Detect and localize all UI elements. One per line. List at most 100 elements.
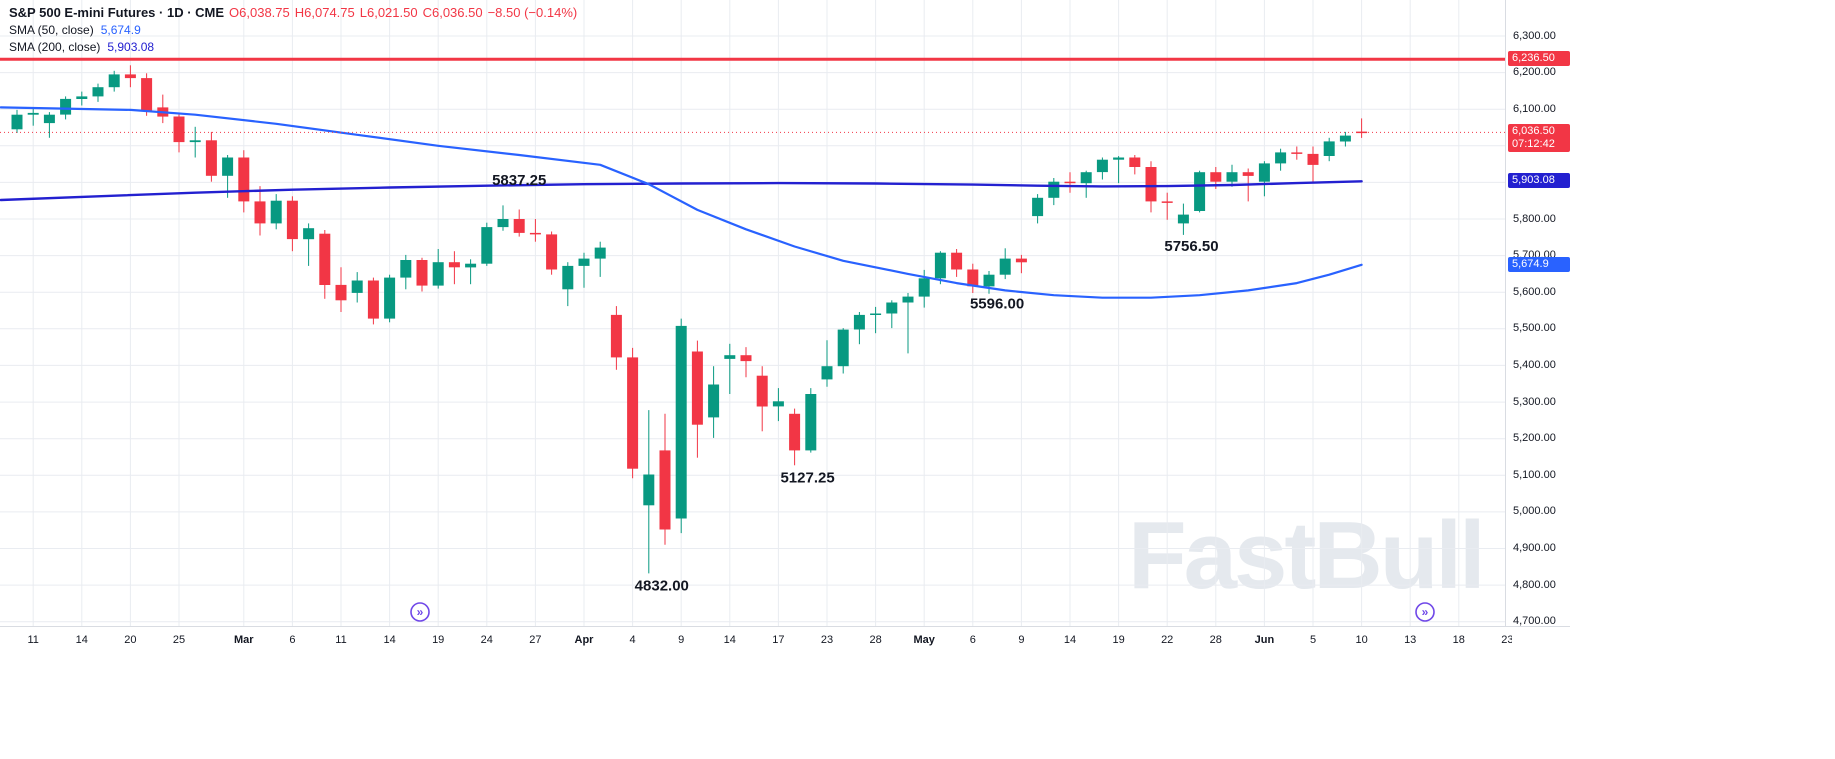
- candle: [967, 263, 979, 293]
- candle: [189, 126, 201, 158]
- x-axis-label: 5: [1309, 634, 1317, 646]
- candle: [934, 251, 946, 285]
- candle: [627, 347, 639, 479]
- candle: [448, 251, 460, 285]
- resistance-price-label[interactable]: 6,236.50: [1508, 51, 1570, 67]
- x-axis-label: 9: [678, 634, 685, 646]
- ohlc-low: L6,021.50: [359, 5, 418, 20]
- sma50-price-label[interactable]: 5,674.9: [1508, 256, 1570, 272]
- x-axis-label: 6: [969, 634, 976, 646]
- candle: [1032, 194, 1044, 224]
- candle: [562, 262, 574, 307]
- sma-200-line[interactable]: [0, 180, 1363, 202]
- candle: [1096, 157, 1108, 180]
- x-axis-label: 28: [869, 634, 882, 646]
- candle: [335, 267, 347, 312]
- candle: [983, 271, 995, 294]
- candle: [610, 306, 622, 370]
- y-axis-label: 5,800.00: [1513, 212, 1556, 225]
- x-axis-label: 24: [480, 634, 493, 646]
- sma200-legend-row[interactable]: SMA (200, close) 5,903.08: [9, 40, 577, 54]
- change-value: −8.50 (−0.14%): [487, 5, 578, 20]
- candle: [367, 277, 379, 325]
- candle: [546, 231, 558, 275]
- y-axis-label: 6,200.00: [1513, 66, 1556, 79]
- x-axis-label: 11: [27, 634, 39, 646]
- candle: [238, 150, 250, 213]
- y-axis-label: 4,900.00: [1513, 542, 1556, 554]
- candle: [497, 205, 509, 231]
- y-axis-label: 5,300.00: [1513, 395, 1556, 408]
- candle: [481, 222, 493, 266]
- sma50-legend-row[interactable]: SMA (50, close) 5,674.9: [9, 23, 577, 37]
- last-price-price-label[interactable]: 6,036.50 07:12:42: [1508, 124, 1570, 153]
- candle: [821, 340, 833, 387]
- jump-arrow-icon[interactable]: »: [410, 602, 430, 622]
- candle: [870, 306, 882, 334]
- time-axis[interactable]: 11 14 20 25 Mar 6 11 14 19 24 27 Apr 4 9 14 17 23 28 May 6 9…: [0, 626, 1570, 657]
- price-axis[interactable]: 6,300.006,200.006,100.006,000.005,900.00…: [1505, 0, 1571, 656]
- candle: [1129, 155, 1141, 175]
- x-axis-label: Mar: [234, 634, 254, 646]
- candle: [157, 94, 169, 124]
- x-axis-label: 27: [529, 634, 542, 646]
- candle: [173, 112, 185, 153]
- x-axis-label: 25: [172, 634, 186, 646]
- candle: [124, 65, 136, 88]
- candle: [675, 318, 687, 534]
- symbol-legend-row[interactable]: S&P 500 E-mini Futures · 1D · CME O6,038.…: [9, 5, 577, 20]
- sma200-label: SMA (200, close): [9, 40, 101, 54]
- candle: [400, 254, 412, 290]
- x-axis-label: 4: [629, 634, 636, 646]
- candle: [1226, 164, 1238, 187]
- ohlc-open: O6,038.75: [229, 5, 290, 20]
- chart-canvas[interactable]: FastBull 5837.25 4832.00 5127.25 5596.00 575…: [0, 0, 1505, 626]
- x-axis-label: 13: [1404, 634, 1417, 646]
- x-axis-label: 19: [432, 634, 445, 646]
- candle: [432, 249, 444, 289]
- candle: [1080, 170, 1092, 198]
- x-axis-label: May: [913, 634, 935, 646]
- sma50-value: 5,674.9: [100, 23, 141, 37]
- countdown-timer: 07:12:42: [1512, 138, 1555, 151]
- candle: [643, 410, 655, 574]
- candle: [384, 274, 396, 323]
- candle: [1177, 203, 1189, 235]
- y-axis-label: 5,500.00: [1513, 322, 1556, 335]
- x-axis-label: 22: [1161, 634, 1174, 646]
- candle: [11, 109, 23, 133]
- y-axis-label: 5,600.00: [1513, 285, 1556, 298]
- price-annotation: 5596.00: [970, 296, 1024, 313]
- y-axis-label: 5,200.00: [1513, 432, 1556, 445]
- x-axis-label: 18: [1452, 634, 1465, 646]
- sma-50-line[interactable]: [0, 106, 1363, 299]
- candle: [756, 366, 768, 432]
- candle: [708, 366, 720, 438]
- candle: [1161, 192, 1173, 220]
- candle: [1307, 146, 1319, 182]
- ohlc-high: H6,074.75: [294, 5, 355, 20]
- candle: [465, 259, 477, 285]
- x-axis-label: 23: [1501, 634, 1512, 646]
- jump-arrow-icon[interactable]: »: [1415, 602, 1435, 622]
- candle: [853, 312, 865, 345]
- price-annotation: 4832.00: [635, 578, 689, 595]
- candle: [1356, 118, 1368, 138]
- candle: [1064, 172, 1076, 193]
- candle: [789, 408, 801, 466]
- y-axis-label: 4,800.00: [1513, 578, 1556, 591]
- candle: [902, 293, 914, 354]
- x-axis-label: Jun: [1254, 634, 1275, 646]
- y-axis-label: 5,100.00: [1513, 468, 1556, 481]
- plot-svg[interactable]: 5837.25 4832.00 5127.25 5596.00 5756.50 » »: [0, 0, 1505, 626]
- ohlc-close: C6,036.50: [422, 5, 483, 20]
- x-axis-label: 9: [1018, 634, 1025, 646]
- symbol-title: S&P 500 E-mini Futures · 1D · CME: [9, 5, 225, 20]
- x-axis-label: 14: [383, 634, 396, 646]
- sma200-price-label[interactable]: 5,903.08: [1508, 173, 1570, 189]
- y-axis-label: 6,300.00: [1513, 29, 1556, 42]
- candle: [108, 70, 120, 92]
- x-axis-label: Apr: [574, 634, 594, 646]
- x-axis-label: 14: [75, 634, 88, 646]
